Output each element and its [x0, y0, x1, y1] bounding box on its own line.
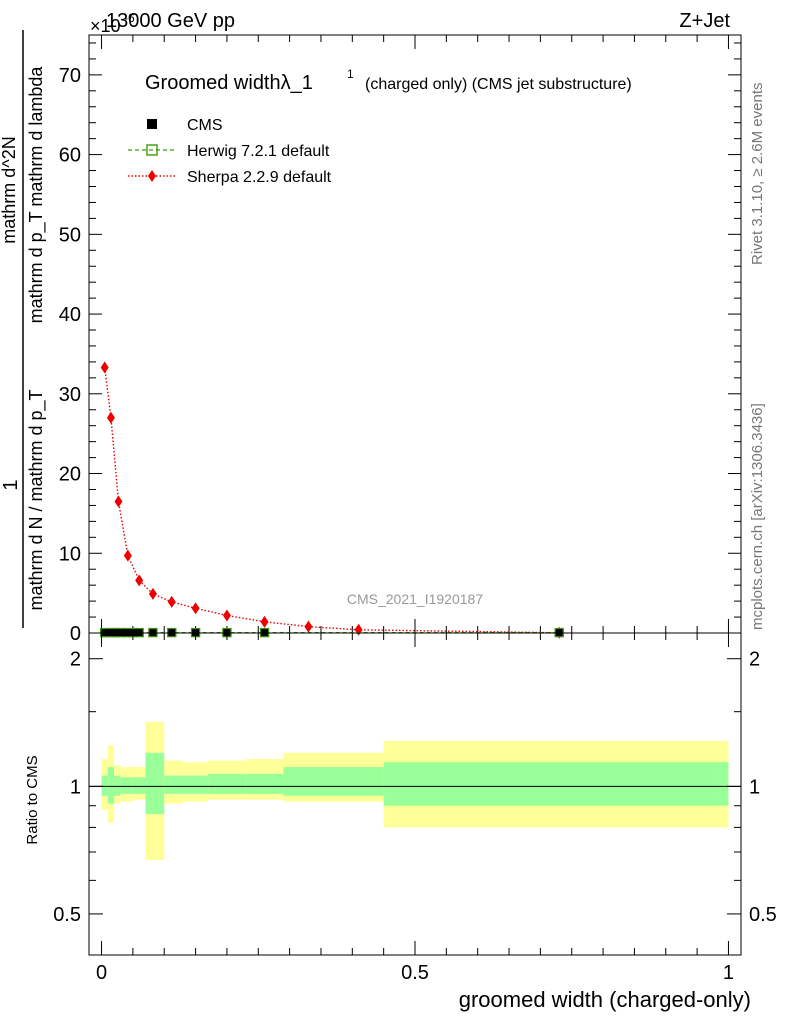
ratio-green-band — [333, 767, 384, 796]
ratio-green-band — [145, 752, 165, 815]
legend-cms-marker — [147, 119, 157, 129]
ratio-green-band — [164, 775, 184, 794]
main-y-ticks: 0 10 20 30 40 50 60 70 — [59, 42, 741, 645]
y-label-numerator: 1 — [0, 479, 22, 490]
main-y-tick-label: 70 — [59, 65, 81, 87]
ratio-green-band — [101, 775, 108, 796]
main-y-tick-label: 20 — [59, 464, 81, 486]
ratio-green-band — [383, 762, 729, 806]
sherpa-point — [148, 587, 157, 600]
main-y-tick-label: 10 — [59, 543, 81, 565]
x-tick-label: 1 — [723, 962, 734, 984]
main-y-tick-label: 60 — [59, 145, 81, 167]
ratio-y-tick-label: 1 — [70, 776, 81, 798]
energy-title: 13000 GeV pp — [106, 10, 235, 32]
exponent-power: -6 — [124, 11, 135, 25]
process-title: Z+Jet — [679, 10, 730, 32]
sherpa-point — [100, 361, 109, 374]
ratio-bands — [101, 721, 729, 861]
legend-herwig-marker — [146, 144, 158, 156]
ratio-y-tick-label: 2 — [70, 649, 81, 671]
legend-title-sup: 1 — [347, 67, 354, 81]
legend-herwig-label: Herwig 7.2.1 default — [187, 143, 330, 160]
legend: Groomed widthλ_1 1 (charged only) (CMS j… — [128, 67, 632, 186]
ratio-green-band — [245, 773, 284, 794]
sherpa-point — [260, 615, 269, 628]
sherpa-point — [222, 609, 231, 622]
y-label-numerator2: mathrm d^2N — [0, 136, 19, 243]
legend-title-rest: (charged only) (CMS jet substructure) — [365, 76, 632, 93]
x-axis-label: groomed width (charged-only) — [459, 987, 751, 1012]
ratio-green-band — [114, 775, 121, 796]
mcplots-label: mcplots.cern.ch [arXiv:1306.3436] — [749, 403, 766, 630]
sherpa-point — [304, 620, 313, 633]
x-tick-label: 0.5 — [401, 962, 429, 984]
sherpa-point — [354, 623, 363, 636]
main-x-ticks — [101, 35, 729, 633]
main-y-tick-label: 50 — [59, 224, 81, 246]
legend-title: Groomed widthλ_1 — [145, 72, 313, 94]
main-series — [99, 361, 564, 639]
x-tick-label: 0 — [96, 962, 107, 984]
y-label-denominator: mathrm d N / mathrm d p_T — [26, 389, 47, 610]
sherpa-line — [103, 367, 560, 634]
ratio-y-ticks: 0.5 0.5 1 1 2 2 — [53, 649, 777, 926]
main-y-tick-label: 30 — [59, 384, 81, 406]
legend-sherpa-marker — [148, 170, 156, 182]
sherpa-point — [167, 595, 176, 608]
main-y-axis-label: 1 mathrm d N / mathrm d p_T mathrm d^2N … — [0, 30, 47, 628]
ratio-y-tick-label-right: 0.5 — [749, 904, 777, 926]
ratio-y-label: Ratio to CMS — [24, 755, 41, 844]
ratio-y-tick-label-right: 2 — [749, 649, 760, 671]
legend-sherpa-label: Sherpa 2.2.9 default — [187, 169, 332, 186]
header: ×10 -6 13000 GeV pp Z+Jet — [90, 10, 730, 36]
ratio-green-band — [107, 767, 115, 804]
ratio-green-band — [132, 777, 146, 794]
sherpa-point — [114, 495, 123, 508]
sherpa-point — [191, 602, 200, 615]
ratio-x-ticks: 0 0.5 1 — [96, 633, 734, 984]
sherpa-point — [135, 574, 144, 587]
y-label-denominator2: mathrm d p_T mathrm d lambda — [26, 66, 47, 324]
ratio-green-band — [183, 775, 209, 794]
ratio-green-band — [208, 773, 246, 794]
ratio-green-band — [283, 767, 334, 796]
sherpa-point — [123, 549, 132, 562]
main-y-tick-label: 0 — [70, 623, 81, 645]
analysis-watermark: CMS_2021_I1920187 — [347, 591, 483, 607]
rivet-label: Rivet 3.1.10, ≥ 2.6M events — [749, 83, 766, 266]
ratio-y-tick-label-right: 1 — [749, 776, 760, 798]
legend-cms-label: CMS — [187, 117, 223, 134]
main-y-tick-label: 40 — [59, 304, 81, 326]
ratio-green-band — [120, 777, 133, 794]
exponent-label: ×10 — [90, 16, 121, 36]
ratio-y-tick-label: 0.5 — [53, 904, 81, 926]
sherpa-point — [106, 411, 115, 424]
